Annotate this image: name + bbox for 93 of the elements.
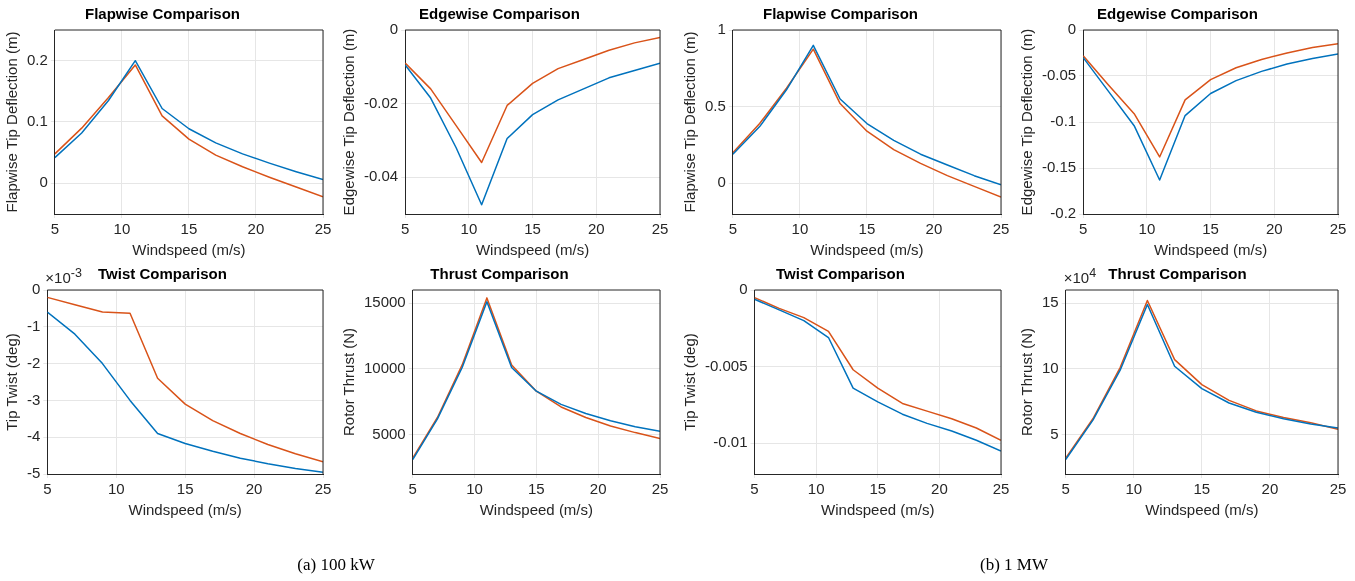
- chart-title: Thrust Comparison: [430, 265, 569, 283]
- y-axis-title: Edgewise Tip Deflection (m): [1018, 28, 1036, 216]
- y-tick-label: 10: [1042, 359, 1059, 376]
- y-tick-label: 5000: [372, 424, 406, 442]
- x-tick-label: 20: [1261, 480, 1279, 498]
- x-tick-label: 25: [1329, 480, 1347, 498]
- y-tick-label: -0.02: [363, 93, 399, 111]
- x-tick-label: 10: [460, 220, 478, 238]
- x-tick-label: 25: [314, 220, 332, 238]
- x-tick-label: 15: [869, 480, 887, 498]
- y-axis-title: Rotor Thrust (N): [340, 327, 358, 437]
- x-axis-title: Windspeed (m/s): [810, 241, 924, 259]
- x-axis-title: Windspeed (m/s): [1145, 501, 1259, 519]
- x-tick-label: 10: [791, 220, 809, 238]
- x-tick-label: 20: [931, 480, 948, 498]
- chart-title: Flapwise Comparison: [84, 5, 241, 23]
- y-tick-label: -5: [26, 464, 41, 482]
- x-tick-label: 25: [1329, 220, 1347, 238]
- y-tick-label: -1: [26, 316, 41, 334]
- y-tick-label: 15000: [363, 293, 406, 311]
- y-tick-label: -0.1: [1050, 112, 1077, 130]
- x-tick-label: 15: [1202, 220, 1219, 238]
- x-tick-label: 20: [589, 480, 607, 498]
- chart-title: Edgewise Comparison: [419, 5, 580, 23]
- y-tick-label: 5: [1050, 424, 1059, 442]
- chart-title: Thrust Comparison: [1108, 265, 1247, 283]
- y-tick-label: 0: [717, 173, 726, 191]
- x-tick-label: 25: [651, 220, 669, 238]
- x-axis-title: Windspeed (m/s): [821, 501, 935, 519]
- x-tick-label: 10: [107, 480, 125, 498]
- x-tick-label: 15: [180, 220, 198, 238]
- y-tick-label: 1: [717, 20, 726, 38]
- x-tick-label: 20: [245, 480, 263, 498]
- y-tick-label: -0.2: [1050, 204, 1077, 222]
- x-tick-label: 15: [858, 220, 876, 238]
- chart-title: Twist Comparison: [776, 265, 905, 283]
- y-tick-label: 10000: [363, 359, 406, 376]
- y-tick-label: 0: [739, 280, 748, 298]
- x-tick-label: 15: [528, 480, 545, 498]
- x-tick-label: 20: [587, 220, 605, 238]
- y-tick-label: -0.05: [1041, 66, 1077, 84]
- y-tick-label: -2: [26, 353, 41, 371]
- x-axis-title: Windspeed (m/s): [475, 241, 590, 259]
- x-tick-label: 20: [925, 220, 943, 238]
- y-axis-title: Rotor Thrust (N): [1018, 327, 1036, 437]
- x-tick-label: 10: [807, 480, 825, 498]
- x-tick-label: 5: [750, 480, 759, 498]
- x-axis-title: Windspeed (m/s): [479, 501, 594, 519]
- x-axis-title: Windspeed (m/s): [1153, 241, 1268, 259]
- y-tick-label: 0: [1067, 20, 1077, 38]
- x-tick-label: 10: [466, 480, 483, 498]
- text: (a) 100 kW: [296, 555, 376, 575]
- y-tick-label: 0.1: [26, 112, 48, 130]
- x-tick-label: 20: [1265, 220, 1283, 238]
- y-tick-label: -0.01: [713, 433, 748, 451]
- x-tick-label: 15: [1193, 480, 1211, 498]
- x-axis-title: Windspeed (m/s): [128, 501, 242, 519]
- text: (b) 1 MW: [979, 555, 1049, 575]
- y-axis-title: Tip Twist (deg): [3, 333, 21, 431]
- x-tick-label: 5: [50, 220, 60, 238]
- x-tick-label: 20: [247, 220, 265, 238]
- x-tick-label: 10: [1125, 480, 1143, 498]
- y-tick-label: -0.15: [1041, 158, 1077, 176]
- y-tick-label: 0: [39, 173, 48, 191]
- x-tick-label: 15: [524, 220, 541, 238]
- chart-title: Twist Comparison: [98, 265, 227, 283]
- y-tick-label: -4: [26, 427, 41, 445]
- x-tick-label: 5: [408, 480, 417, 498]
- y-tick-label: 15: [1042, 293, 1059, 311]
- x-tick-label: 25: [992, 480, 1010, 498]
- y-axis-title: Flapwise Tip Deflection (m): [3, 31, 21, 213]
- x-tick-label: 15: [176, 480, 194, 498]
- y-axis-title: Flapwise Tip Deflection (m): [681, 31, 699, 213]
- chart-title: Flapwise Comparison: [762, 5, 919, 23]
- y-tick-label: -3: [26, 390, 41, 408]
- x-tick-label: 5: [1079, 220, 1088, 238]
- y-tick-label: -0.04: [363, 167, 399, 185]
- x-tick-label: 25: [314, 480, 332, 498]
- y-tick-label: -0.005: [704, 356, 748, 374]
- x-tick-label: 25: [651, 480, 669, 498]
- y-tick-label: 0: [31, 280, 41, 298]
- x-tick-label: 10: [113, 220, 131, 238]
- text: ×10$^{4}$: [1063, 266, 1097, 286]
- x-tick-label: 25: [992, 220, 1010, 238]
- y-tick-label: 0.5: [704, 96, 726, 114]
- y-tick-label: 0.2: [26, 50, 48, 68]
- x-axis-title: Windspeed (m/s): [132, 241, 246, 259]
- y-axis-title: Edgewise Tip Deflection (m): [340, 28, 358, 216]
- x-tick-label: 10: [1138, 220, 1156, 238]
- text: ×10$^{-3}$: [45, 266, 82, 286]
- y-axis-title: Tip Twist (deg): [681, 333, 699, 431]
- chart-title: Edgewise Comparison: [1097, 5, 1258, 23]
- y-tick-label: 0: [389, 20, 399, 38]
